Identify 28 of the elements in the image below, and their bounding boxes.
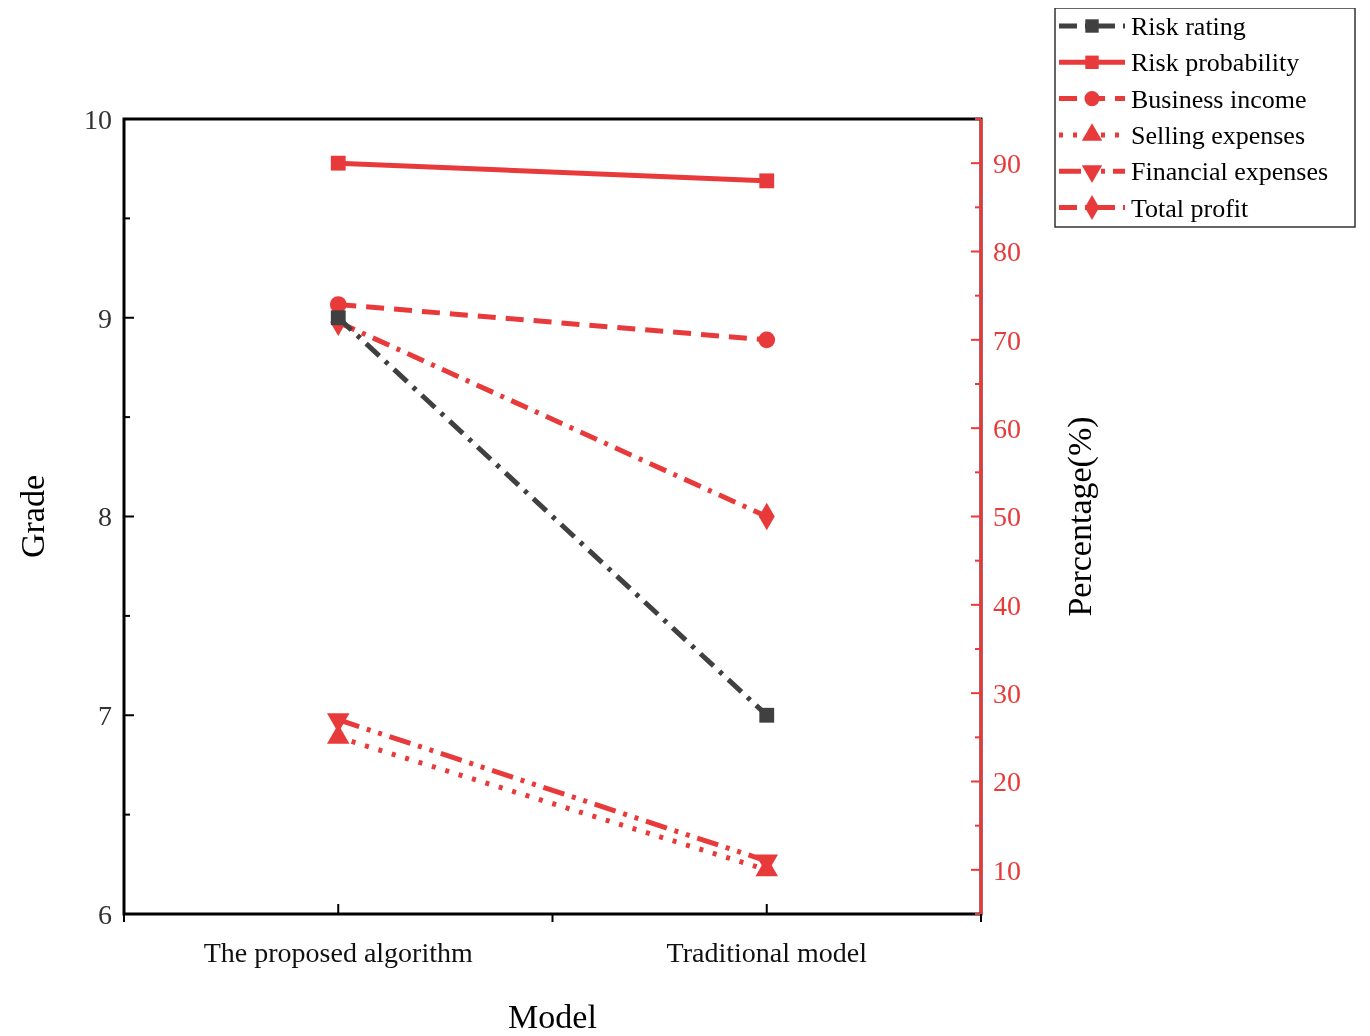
y-tick-label: 9: [98, 302, 112, 334]
y-tick-label: 8: [98, 501, 112, 533]
y-axis-title: Grade: [14, 474, 51, 559]
point: [330, 155, 346, 171]
legend-label: Total profit: [1131, 193, 1250, 223]
legend-label: Risk rating: [1131, 12, 1246, 42]
y-tick-label: 6: [98, 898, 112, 930]
y2-tick-label: 70: [993, 324, 1021, 356]
point: [758, 331, 776, 349]
y-tick-label: 7: [98, 700, 112, 732]
legend-label: Financial expenses: [1131, 157, 1329, 187]
y2-tick-label: 40: [993, 589, 1021, 621]
y2-tick-label: 60: [993, 412, 1021, 444]
legend-label: Business income: [1131, 84, 1307, 114]
y2-tick-label: 80: [993, 236, 1021, 268]
y2-tick-label: 90: [993, 147, 1021, 179]
legend-label: Risk probability: [1131, 48, 1300, 78]
x-axis-title: Model: [508, 998, 597, 1035]
x-tick-label: Traditional model: [666, 937, 868, 968]
y2-tick-label: 30: [993, 677, 1021, 709]
point: [759, 173, 775, 189]
y2-axis-title: Percentage(%): [1061, 416, 1099, 617]
x-tick-label: The proposed algorithm: [203, 937, 473, 968]
y2-tick-label: 10: [993, 854, 1021, 886]
y2-tick-label: 50: [993, 501, 1021, 533]
y2-tick-label: 20: [993, 766, 1021, 798]
legend-label: Selling expenses: [1131, 121, 1306, 150]
y-tick-label: 10: [84, 103, 112, 135]
